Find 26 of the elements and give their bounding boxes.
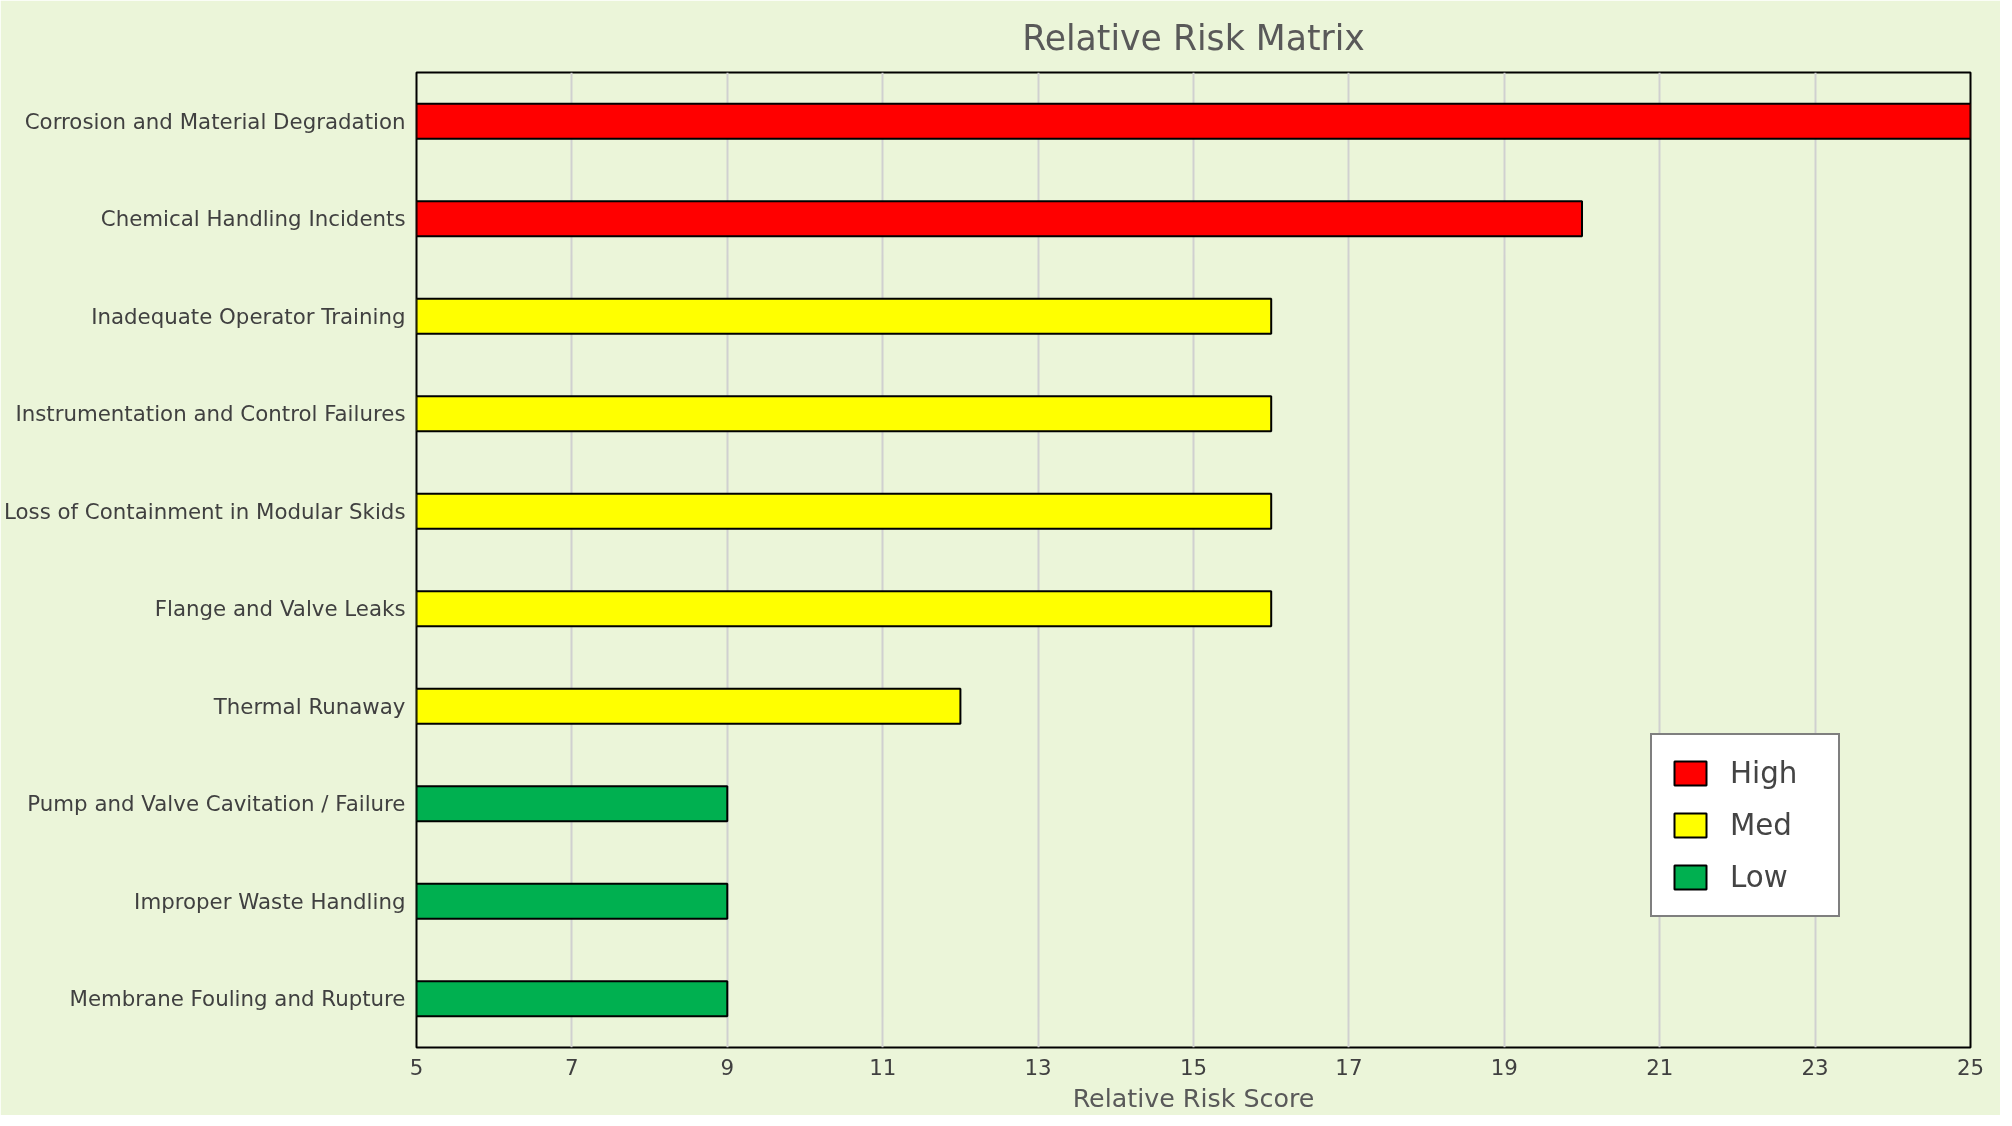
y-tick-label: Flange and Valve Leaks [154, 596, 406, 622]
x-axis-title: Relative Risk Score [1072, 1082, 1315, 1113]
y-tick-label: Chemical Handling Incidents [100, 206, 406, 232]
x-tick-label: 11 [869, 1054, 897, 1080]
x-tick-label: 7 [565, 1054, 579, 1080]
x-tick-label: 15 [1179, 1054, 1208, 1080]
x-tick-label: 17 [1335, 1054, 1363, 1080]
y-tick-label: Thermal Runaway [212, 693, 406, 719]
legend-label: Low [1730, 859, 1789, 896]
legend-label: High [1730, 755, 1799, 792]
y-tick-label: Membrane Fouling and Rupture [69, 986, 406, 1012]
y-tick-label: Improper Waste Handling [134, 888, 406, 914]
y-tick-label: Loss of Containment in Modular Skids [3, 498, 406, 524]
x-tick-label: 5 [409, 1054, 424, 1080]
y-tick-label: Pump and Valve Cavitation / Failure [27, 791, 406, 817]
y-tick-label: Instrumentation and Control Failures [15, 401, 406, 427]
x-tick-label: 25 [1956, 1054, 1985, 1080]
legend-label: Med [1730, 807, 1793, 844]
x-tick-label: 21 [1646, 1054, 1674, 1080]
x-tick-label: 23 [1801, 1054, 1829, 1080]
x-tick-label: 9 [720, 1054, 735, 1080]
x-tick-label: 19 [1490, 1054, 1518, 1080]
chart-title: Relative Risk Matrix [1022, 17, 1365, 58]
y-tick-label: Inadequate Operator Training [91, 303, 406, 329]
x-tick-label: 13 [1024, 1054, 1052, 1080]
y-tick-label: Corrosion and Material Degradation [24, 108, 406, 134]
